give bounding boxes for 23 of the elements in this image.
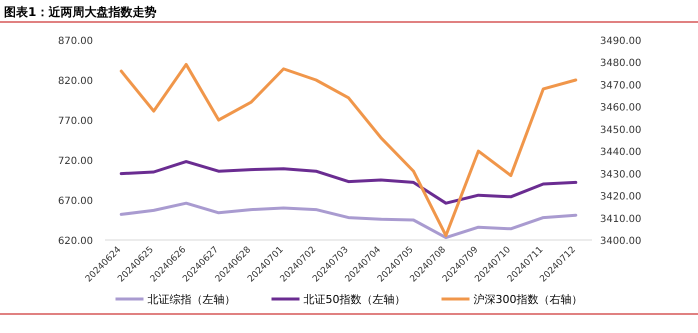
y2-tick-label: 3450.00 [600, 124, 642, 136]
y2-tick-label: 3460.00 [600, 102, 642, 114]
y-tick-label: 870.00 [58, 36, 93, 47]
y2-tick-label: 3490.00 [600, 36, 642, 47]
y2-tick-label: 3440.00 [600, 147, 642, 158]
line-series [120, 160, 578, 205]
legend-label: 北证50指数（左轴） [304, 293, 406, 306]
y-tick-label: 620.00 [58, 236, 93, 247]
y2-tick-label: 3410.00 [600, 214, 642, 225]
y-tick-label: 770.00 [58, 116, 93, 127]
y2-tick-label: 3430.00 [600, 169, 642, 180]
y-tick-label: 670.00 [58, 196, 93, 207]
chart-title: 图表1：近两周大盘指数走势 [4, 5, 156, 19]
legend-label: 北证综指（左轴） [148, 293, 236, 306]
y-tick-label: 720.00 [58, 156, 93, 167]
y2-tick-label: 3480.00 [600, 58, 642, 70]
legend-label: 沪深300指数（右轴） [474, 293, 582, 306]
y-tick-label: 820.00 [58, 76, 93, 87]
line-series [120, 62, 578, 238]
y2-tick-label: 3420.00 [600, 192, 642, 203]
y2-tick-label: 3400.00 [600, 236, 642, 247]
y2-tick-label: 3470.00 [600, 80, 642, 92]
line-series [120, 202, 578, 240]
